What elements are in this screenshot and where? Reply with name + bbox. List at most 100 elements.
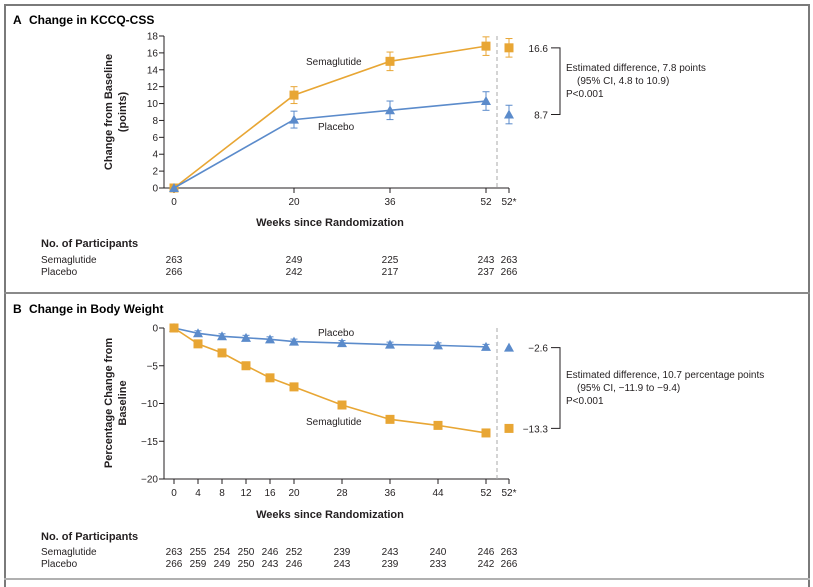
risk-row-label: Placebo — [41, 267, 78, 278]
annotation-line: Estimated difference, 10.7 percentage po… — [566, 370, 764, 381]
x-tick-label: 28 — [336, 488, 348, 499]
data-point-semaglutide — [385, 56, 395, 66]
panel-b-title: Change in Body Weight — [29, 302, 163, 316]
bottom-divider — [4, 578, 810, 580]
y-tick-label: −20 — [141, 475, 158, 486]
panel-b-letter: B — [13, 302, 22, 316]
risk-count: 237 — [478, 267, 495, 278]
data-point-semaglutide — [193, 339, 203, 349]
risk-count: 249 — [286, 255, 303, 266]
y-tick-label: 14 — [147, 65, 159, 76]
risk-count: 239 — [334, 547, 351, 558]
annotation-line: P<0.001 — [566, 89, 604, 100]
data-point-placebo — [289, 336, 299, 346]
risk-count: 254 — [214, 547, 231, 558]
y-tick-label: 12 — [147, 82, 159, 93]
data-point-placebo — [385, 339, 395, 349]
x-tick-label: 52* — [501, 197, 516, 208]
data-point-placebo — [265, 334, 275, 344]
series-label-semaglutide: Semaglutide — [306, 57, 362, 68]
data-point-semaglutide — [481, 428, 491, 438]
series-line-placebo — [173, 327, 487, 348]
panel-a-plot: 0 2 4 6 8 10 12 14 16 18 0 20 36 52 52* Change from Bas… — [41, 32, 706, 279]
x-tick-label: 44 — [432, 488, 444, 499]
risk-count: 263 — [166, 547, 183, 558]
data-point-semaglutide — [289, 90, 299, 100]
risk-row-label: Placebo — [41, 559, 78, 570]
panel-divider — [4, 292, 810, 294]
data-point-placebo — [289, 114, 299, 124]
data-point-semaglutide — [481, 41, 491, 51]
data-point-placebo — [481, 341, 491, 351]
risk-count: 263 — [501, 255, 518, 266]
annotation-line: (95% CI, 4.8 to 10.9) — [577, 76, 669, 87]
risk-count: 266 — [501, 559, 518, 570]
risk-count: 242 — [286, 267, 303, 278]
risk-count: 263 — [501, 547, 518, 558]
y-tick-label: 6 — [152, 133, 158, 144]
series-line-semaglutide — [173, 327, 487, 434]
y-tick-label: 4 — [152, 150, 158, 161]
risk-count: 263 — [166, 255, 183, 266]
x-tick-label: 4 — [195, 488, 201, 499]
risk-count: 243 — [382, 547, 399, 558]
panel-a-xlabel: Weeks since Randomization — [256, 217, 404, 229]
panel-b-plot: 0 −5 −10 −15 −20 0 4 8 12 16 20 28 36 44 52 52* Percenta… — [41, 323, 764, 570]
annotation-line: Estimated difference, 7.8 points — [566, 63, 706, 74]
y-tick-label: 0 — [152, 184, 158, 195]
data-point-semaglutide — [217, 348, 227, 358]
risk-row-label: Semaglutide — [41, 547, 97, 558]
series-label-semaglutide: Semaglutide — [306, 417, 362, 428]
risk-count: 250 — [238, 559, 255, 570]
x-tick-label: 52 — [480, 197, 492, 208]
estimate-point-placebo — [504, 109, 514, 119]
figure-frame — [4, 4, 810, 587]
y-tick-label: 10 — [147, 99, 159, 110]
estimate-label: 8.7 — [534, 111, 548, 122]
panel-b-xlabel: Weeks since Randomization — [256, 509, 404, 521]
difference-bracket — [551, 47, 561, 116]
estimate-label: −2.6 — [528, 344, 548, 355]
estimate-label: 16.6 — [529, 44, 549, 55]
risk-count: 266 — [166, 267, 183, 278]
y-tick-label: 18 — [147, 32, 159, 43]
annotation-line: (95% CI, −11.9 to −9.4) — [577, 383, 680, 394]
annotation-line: P<0.001 — [566, 396, 604, 407]
risk-count: 243 — [334, 559, 351, 570]
y-tick-label: 0 — [152, 324, 158, 335]
data-point-semaglutide — [385, 414, 395, 424]
risk-count: 243 — [478, 255, 495, 266]
x-tick-label: 36 — [384, 197, 396, 208]
data-point-placebo — [193, 328, 203, 338]
data-point-placebo — [241, 332, 251, 342]
panel-a-title: Change in KCCQ-CSS — [29, 13, 154, 27]
estimate-point-semaglutide — [504, 423, 514, 433]
y-tick-label: 2 — [152, 167, 158, 178]
risk-count: 259 — [190, 559, 207, 570]
x-tick-label: 52 — [480, 488, 492, 499]
x-tick-label: 20 — [288, 197, 300, 208]
data-point-placebo — [385, 105, 395, 115]
series-label-placebo: Placebo — [318, 122, 355, 133]
risk-count: 243 — [262, 559, 279, 570]
risk-count: 250 — [238, 547, 255, 558]
x-tick-label: 16 — [264, 488, 276, 499]
data-point-placebo — [217, 331, 227, 341]
risk-count: 240 — [430, 547, 447, 558]
data-point-placebo — [337, 338, 347, 348]
data-point-semaglutide — [241, 361, 251, 371]
panel-a-letter: A — [13, 13, 22, 27]
data-point-semaglutide — [433, 420, 443, 430]
risk-count: 266 — [501, 267, 518, 278]
x-tick-label: 36 — [384, 488, 396, 499]
risk-count: 246 — [286, 559, 303, 570]
y-tick-label: 8 — [152, 116, 158, 127]
risk-count: 225 — [382, 255, 399, 266]
series-line-placebo — [173, 100, 487, 189]
data-point-placebo — [169, 183, 179, 192]
risk-count: 249 — [214, 559, 231, 570]
data-point-semaglutide — [265, 373, 275, 383]
panel-a-ylabel: Change from Baseline (points) — [103, 54, 129, 170]
data-point-semaglutide — [337, 400, 347, 410]
